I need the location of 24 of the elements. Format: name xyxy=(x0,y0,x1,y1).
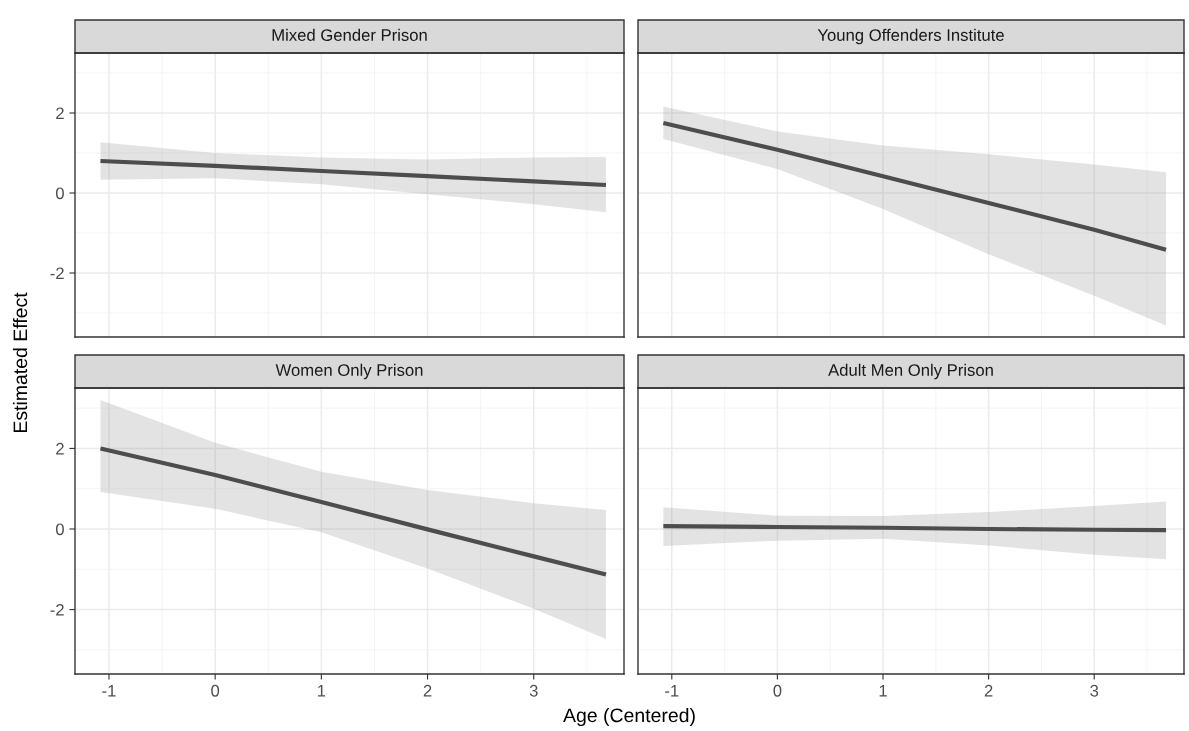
x-tick-label: 2 xyxy=(423,684,432,697)
y-tick-label: 0 xyxy=(55,187,64,200)
x-tick-label: 0 xyxy=(211,684,220,697)
y-tick-label: -2 xyxy=(50,267,64,280)
y-tick-label: 0 xyxy=(55,523,64,536)
x-tick-label: 1 xyxy=(318,685,326,697)
y-axis-title: Estimated Effect xyxy=(12,292,28,433)
x-tick-label: 3 xyxy=(529,684,538,697)
x-tick-label: -1 xyxy=(665,685,679,697)
x-tick-label: 0 xyxy=(773,684,782,697)
y-tick-label: 2 xyxy=(56,442,64,455)
line-series xyxy=(98,158,609,188)
chart-title: Young Offenders Institute xyxy=(817,28,1004,45)
x-tick-label: -1 xyxy=(102,685,116,697)
x-tick-label: 3 xyxy=(1090,684,1099,697)
x-axis-title: Age (Centered) xyxy=(563,707,695,727)
y-tick-label: -2 xyxy=(50,603,64,616)
chart-title: Adult Men Only Prison xyxy=(828,363,993,380)
x-tick-label: 2 xyxy=(984,684,993,697)
chart-title: Women Only Prison xyxy=(275,363,423,380)
chart-title: Mixed Gender Prison xyxy=(272,28,427,41)
line-series xyxy=(98,446,609,577)
x-tick-label: 1 xyxy=(879,685,887,697)
y-tick-label: 2 xyxy=(56,107,64,120)
